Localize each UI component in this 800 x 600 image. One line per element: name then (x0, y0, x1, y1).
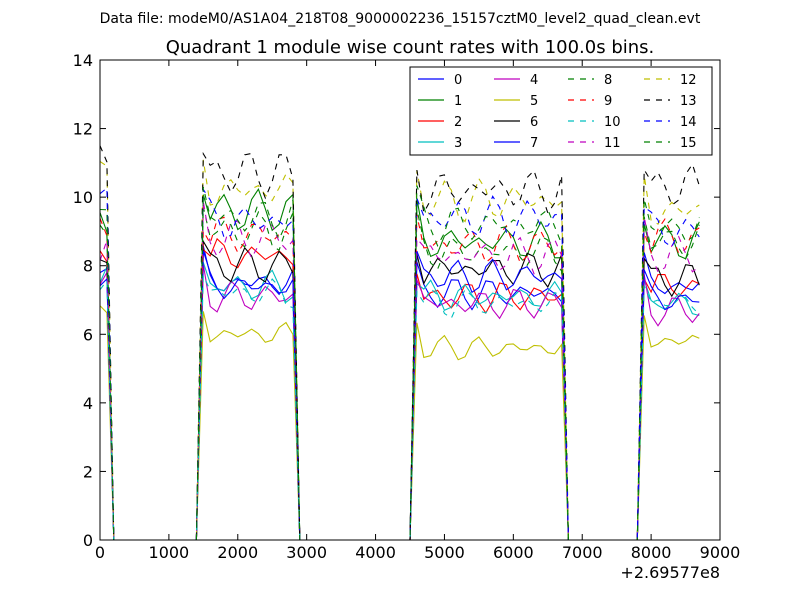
legend-box (409, 66, 713, 156)
series-line-14 (100, 186, 700, 540)
series-line-6 (100, 239, 700, 540)
series-layer (100, 145, 700, 540)
legend-label-2: 2 (454, 115, 462, 130)
y-tick-label: 0 (83, 531, 93, 550)
x-tick-label: 4000 (355, 543, 396, 562)
y-tick-label: 10 (73, 188, 93, 207)
series-line-12 (100, 159, 700, 540)
series-line-4 (100, 264, 700, 540)
x-tick-label: 9000 (700, 543, 741, 562)
legend-label-13: 13 (680, 94, 697, 109)
series-line-10 (100, 275, 700, 540)
series-line-2 (100, 237, 700, 540)
legend-label-9: 9 (604, 94, 612, 109)
legend-label-7: 7 (530, 136, 538, 151)
y-tick-label: 14 (73, 51, 93, 70)
legend-label-6: 6 (530, 115, 538, 130)
figure-suptitle: Data file: modeM0/AS1A04_218T08_90000022… (100, 11, 701, 27)
y-tick-label: 4 (83, 394, 93, 413)
y-tick-label: 8 (83, 257, 93, 276)
legend-label-10: 10 (604, 115, 621, 130)
y-tick-label: 2 (83, 462, 93, 481)
x-tick-label: 6000 (493, 543, 534, 562)
legend-label-4: 4 (530, 73, 538, 88)
x-tick-label: 1000 (149, 543, 190, 562)
x-tick-label: 5000 (424, 543, 465, 562)
series-line-15 (100, 185, 700, 540)
legend-label-12: 12 (680, 73, 697, 88)
x-tick-label: 3000 (286, 543, 327, 562)
chart-title: Quadrant 1 module wise count rates with … (166, 37, 655, 58)
axis-ticks: 0 1000 2000 3000 4000 5000 6000 7000 8000 9000 0 2 4… (73, 51, 741, 562)
legend-label-0: 0 (454, 73, 462, 88)
series-line-5 (100, 305, 700, 540)
series-line-11 (100, 201, 700, 540)
series-line-8 (100, 206, 700, 540)
legend-label-15: 15 (680, 136, 697, 151)
legend-label-5: 5 (530, 94, 538, 109)
series-line-3 (100, 262, 700, 540)
series-line-7 (100, 250, 700, 540)
legend-label-14: 14 (680, 115, 697, 130)
x-tick-label: 8000 (631, 543, 672, 562)
legend-label-1: 1 (454, 94, 462, 109)
plot-frame (99, 59, 721, 541)
legend-label-3: 3 (454, 136, 462, 151)
series-line-0 (100, 245, 700, 540)
series-line-1 (100, 187, 700, 540)
x-tick-label: 7000 (562, 543, 603, 562)
series-line-13 (100, 145, 700, 540)
legend-label-8: 8 (604, 73, 612, 88)
x-offset-label: +2.69577e8 (620, 563, 720, 582)
series-line-9 (100, 215, 700, 540)
y-tick-label: 6 (83, 325, 93, 344)
legend-label-11: 11 (604, 136, 621, 151)
y-tick-label: 12 (73, 120, 93, 139)
x-tick-label: 2000 (217, 543, 258, 562)
x-tick-label: 0 (95, 543, 105, 562)
